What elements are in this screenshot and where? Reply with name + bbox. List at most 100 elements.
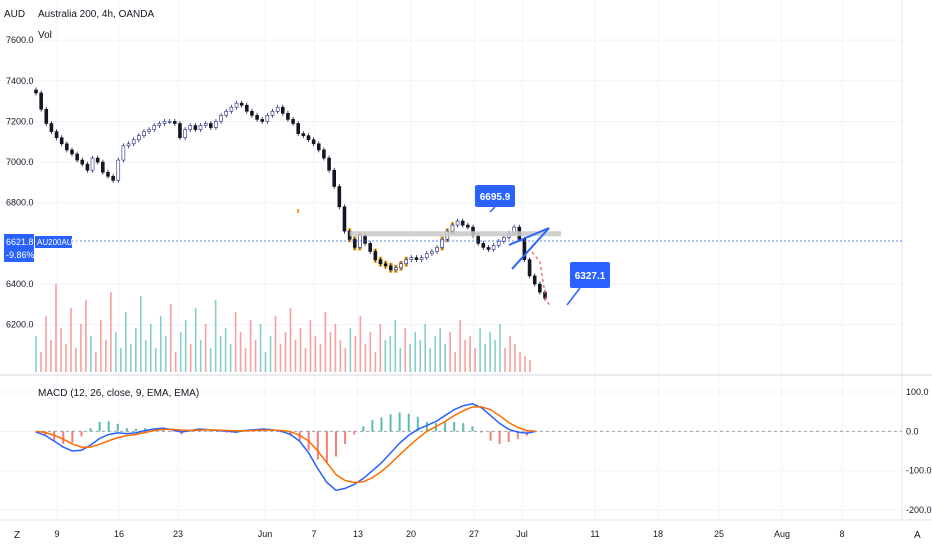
resistance-zone[interactable] bbox=[349, 231, 561, 237]
volume-bar bbox=[65, 344, 67, 372]
volume-bar bbox=[144, 340, 147, 372]
volume-bar bbox=[159, 316, 162, 372]
time-tick-label: 25 bbox=[714, 529, 724, 539]
volume-bar bbox=[414, 332, 417, 372]
price-tag-box bbox=[4, 234, 34, 262]
volume-bar bbox=[379, 324, 382, 372]
candle-body bbox=[440, 239, 444, 248]
volume-bar bbox=[334, 324, 337, 372]
volume-bar bbox=[399, 348, 402, 372]
candle-body bbox=[322, 149, 326, 159]
candle-body bbox=[332, 169, 337, 187]
high-callout[interactable]: 6695.9 bbox=[475, 185, 515, 213]
candle-body bbox=[167, 121, 172, 123]
volume-bar bbox=[479, 328, 481, 372]
candle-body bbox=[527, 259, 532, 277]
rising-wedge-pattern[interactable] bbox=[508, 227, 550, 270]
volume-bar bbox=[319, 344, 322, 372]
macd-histogram-bar bbox=[453, 421, 456, 432]
projection-path[interactable] bbox=[531, 251, 552, 308]
volume-bar bbox=[329, 332, 332, 372]
macd-label[interactable]: MACD (12, 26, close, 9, EMA, EMA) bbox=[38, 388, 199, 399]
macd-tick-label: 100.0 bbox=[906, 387, 929, 397]
volume-bar bbox=[359, 316, 362, 372]
price-tick-label: 7600.0 bbox=[6, 35, 34, 45]
volume-bar bbox=[504, 348, 506, 372]
candle-body bbox=[219, 115, 223, 122]
target-callout[interactable]: 6327.1 bbox=[566, 262, 610, 306]
candle-body bbox=[70, 149, 74, 155]
candle-body bbox=[224, 110, 229, 116]
candle-body bbox=[54, 131, 59, 139]
candle-body bbox=[44, 108, 49, 124]
candle-body bbox=[265, 115, 270, 122]
time-tick-label: 7 bbox=[311, 529, 316, 539]
candle-body bbox=[378, 259, 383, 265]
high-callout-label: 6695.9 bbox=[480, 192, 511, 203]
macd-histogram-bar bbox=[189, 431, 192, 432]
macd-histogram-bar bbox=[216, 431, 219, 432]
candle-body bbox=[306, 135, 311, 141]
candle-body bbox=[34, 89, 38, 94]
macd-tick-label: -100.0 bbox=[906, 466, 932, 476]
candle-body bbox=[244, 104, 249, 112]
volume-bar bbox=[125, 312, 127, 372]
volume-bar bbox=[224, 328, 227, 372]
candle-body bbox=[296, 123, 301, 134]
volume-bar bbox=[499, 324, 501, 372]
candle-body bbox=[450, 224, 455, 232]
volume-bar bbox=[509, 336, 511, 372]
volume-bar bbox=[234, 312, 237, 372]
macd-histogram-bar bbox=[353, 431, 356, 435]
candle-body bbox=[301, 133, 306, 136]
time-tick-label: 13 bbox=[353, 529, 363, 539]
macd-histogram-bar bbox=[462, 423, 465, 432]
macd-histogram-bar bbox=[89, 428, 92, 432]
candle-body bbox=[311, 139, 316, 145]
current-price-tag[interactable]: 6621.8 -9.86% AU200AUD bbox=[4, 234, 79, 262]
time-tick-label: Aug bbox=[774, 529, 790, 539]
time-tick-label: 16 bbox=[114, 529, 124, 539]
candle-body bbox=[157, 123, 162, 126]
macd-histogram-bar bbox=[516, 431, 519, 439]
volume-bar bbox=[364, 344, 367, 372]
macd-histogram-bar bbox=[362, 426, 365, 432]
volume-bar bbox=[289, 308, 292, 372]
time-tick-label: 9 bbox=[54, 529, 59, 539]
candle-body bbox=[250, 110, 254, 116]
volume-bar bbox=[444, 344, 446, 372]
volume-bars bbox=[35, 284, 531, 372]
zoom-button[interactable]: Z bbox=[14, 530, 20, 541]
high-callout-pointer bbox=[489, 206, 496, 213]
candle-body bbox=[363, 234, 367, 244]
candle-body bbox=[275, 106, 280, 112]
candle-body bbox=[424, 253, 429, 258]
volume-bar bbox=[419, 340, 422, 372]
candle-body bbox=[414, 257, 419, 260]
auto-scale-button[interactable]: A bbox=[914, 530, 921, 541]
candle-body bbox=[404, 259, 408, 265]
volume-bar bbox=[45, 316, 47, 372]
chart-title[interactable]: Australia 200, 4h, OANDA bbox=[38, 9, 154, 20]
volume-bar bbox=[40, 352, 42, 372]
candle-body bbox=[394, 267, 398, 271]
macd-histogram-bar bbox=[62, 431, 65, 444]
macd-histogram-bar bbox=[380, 417, 383, 432]
candle-body bbox=[491, 245, 496, 250]
candle-body bbox=[178, 123, 182, 139]
volume-label[interactable]: Vol bbox=[38, 30, 52, 41]
price-tag-value: 6621.8 bbox=[6, 237, 34, 247]
candle-body bbox=[430, 251, 434, 254]
candle-body bbox=[152, 125, 157, 130]
candle-body bbox=[327, 157, 331, 171]
candle-body bbox=[147, 129, 151, 132]
time-tick-label: 8 bbox=[839, 529, 844, 539]
time-axis-ticks: 9 16 23 Jun 7 13 20 27 Jul 11 18 25 Aug 8 bbox=[54, 529, 844, 539]
candle-body bbox=[316, 143, 321, 151]
currency-label: AUD bbox=[4, 9, 25, 20]
volume-bar bbox=[134, 328, 137, 372]
macd-line bbox=[35, 402, 537, 492]
macd-histogram-bar bbox=[98, 421, 101, 432]
